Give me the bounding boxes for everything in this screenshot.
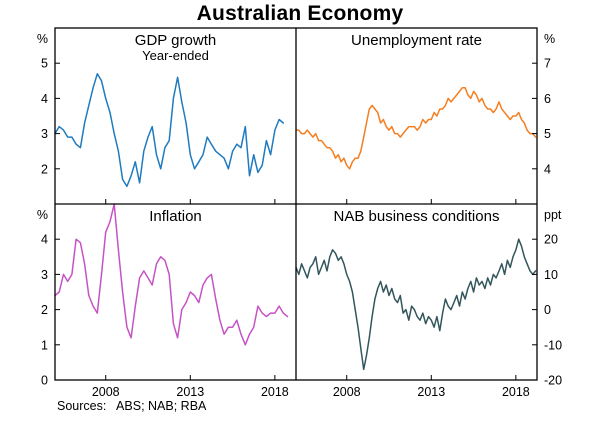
x-tick-label: 2008 — [92, 385, 120, 399]
panel-title-nab-business-conditions: NAB business conditions — [334, 208, 500, 225]
y-tick-label: 20 — [544, 233, 558, 247]
panel-subtitle-gdp-growth: Year-ended — [142, 48, 209, 63]
x-tick-label: 2018 — [502, 385, 530, 399]
x-tick-label: 2018 — [261, 385, 289, 399]
axis-unit-label: % — [544, 32, 555, 46]
y-tick-label: 0 — [41, 374, 48, 388]
y-tick-label: 1 — [41, 338, 48, 352]
y-tick-label: -10 — [544, 338, 562, 352]
y-tick-label: 5 — [41, 57, 48, 71]
y-tick-label: 6 — [544, 92, 551, 106]
gdp-growth-line — [54, 73, 285, 188]
panel-title-unemployment-rate: Unemployment rate — [351, 32, 482, 49]
y-tick-label: 0 — [544, 303, 551, 317]
axis-unit-label: % — [37, 208, 48, 222]
y-tick-label: 4 — [544, 162, 551, 176]
x-tick-label: 2013 — [176, 385, 204, 399]
y-tick-label: 10 — [544, 268, 558, 282]
axis-unit-label: % — [37, 32, 48, 46]
y-tick-label: 7 — [544, 57, 551, 71]
axis-unit-label: ppt — [544, 208, 562, 222]
y-tick-label: 2 — [41, 303, 48, 317]
y-tick-label: 4 — [41, 233, 48, 247]
y-tick-label: 3 — [41, 268, 48, 282]
y-tick-label: -20 — [544, 374, 562, 388]
unemployment-rate-line — [295, 87, 537, 170]
x-tick-label: 2013 — [417, 385, 445, 399]
x-tick-label: 2008 — [333, 385, 361, 399]
panel-title-inflation: Inflation — [149, 208, 202, 225]
y-tick-label: 4 — [41, 92, 48, 106]
nab-business-conditions-line — [295, 238, 537, 371]
sources-note: Sources: ABS; NAB; RBA — [57, 399, 207, 413]
y-tick-label: 5 — [544, 127, 551, 141]
chart-title: Australian Economy — [196, 2, 404, 25]
y-tick-label: 3 — [41, 127, 48, 141]
panel-title-gdp-growth: GDP growth — [135, 32, 216, 49]
y-tick-label: 2 — [41, 162, 48, 176]
inflation-line — [54, 203, 289, 346]
